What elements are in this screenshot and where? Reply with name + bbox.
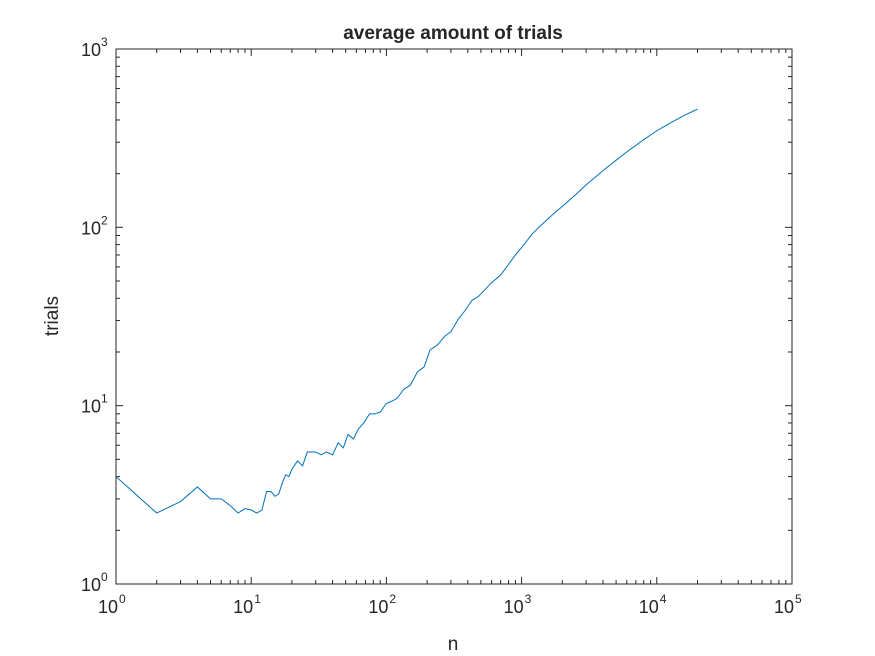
y-tick-label-base: 10 bbox=[81, 40, 101, 60]
y-tick-label-exponent: 1 bbox=[101, 392, 108, 406]
x-tick-label: 10 2 bbox=[368, 592, 396, 617]
x-axis-label: n bbox=[448, 634, 459, 655]
y-tick-label-base: 10 bbox=[81, 575, 101, 595]
x-tick-label: 10 3 bbox=[504, 592, 532, 617]
x-tick-label-base: 10 bbox=[233, 597, 253, 617]
y-tick-label: 10 3 bbox=[81, 35, 108, 60]
x-tick-label-exponent: 0 bbox=[119, 592, 126, 606]
x-tick-label: 10 5 bbox=[774, 592, 802, 617]
x-tick-label-base: 10 bbox=[504, 597, 524, 617]
x-tick-label: 10 0 bbox=[98, 592, 126, 617]
x-tick-label-exponent: 5 bbox=[795, 592, 802, 606]
y-tick-label-exponent: 3 bbox=[101, 35, 108, 49]
x-tick-label-base: 10 bbox=[368, 597, 388, 617]
x-tick-label-base: 10 bbox=[639, 597, 659, 617]
x-tick-label-exponent: 4 bbox=[660, 592, 667, 606]
y-axis-label: trials bbox=[42, 296, 63, 336]
y-tick-label-exponent: 0 bbox=[101, 570, 108, 584]
x-tick-label: 10 4 bbox=[639, 592, 667, 617]
x-tick-label-exponent: 2 bbox=[389, 592, 396, 606]
x-tick-label-base: 10 bbox=[774, 597, 794, 617]
y-tick-label: 10 1 bbox=[81, 392, 108, 417]
x-tick-label-exponent: 3 bbox=[525, 592, 532, 606]
minor-ticks bbox=[116, 49, 792, 584]
major-ticks bbox=[115, 48, 793, 585]
x-tick-labels: 10 0 10 1 10 2 10 3 10 4 10 5 bbox=[98, 592, 802, 617]
y-tick-label: 10 2 bbox=[81, 213, 108, 238]
x-tick-label: 10 1 bbox=[233, 592, 261, 617]
x-tick-label-exponent: 1 bbox=[254, 592, 261, 606]
y-tick-label: 10 0 bbox=[81, 570, 108, 595]
y-tick-label-exponent: 2 bbox=[101, 213, 108, 227]
y-tick-label-base: 10 bbox=[81, 397, 101, 417]
plot-area bbox=[115, 48, 793, 585]
x-tick-label-base: 10 bbox=[98, 597, 118, 617]
chart-title: average amount of trials bbox=[343, 23, 563, 44]
y-tick-label-base: 10 bbox=[81, 218, 101, 238]
series-line bbox=[115, 108, 698, 514]
